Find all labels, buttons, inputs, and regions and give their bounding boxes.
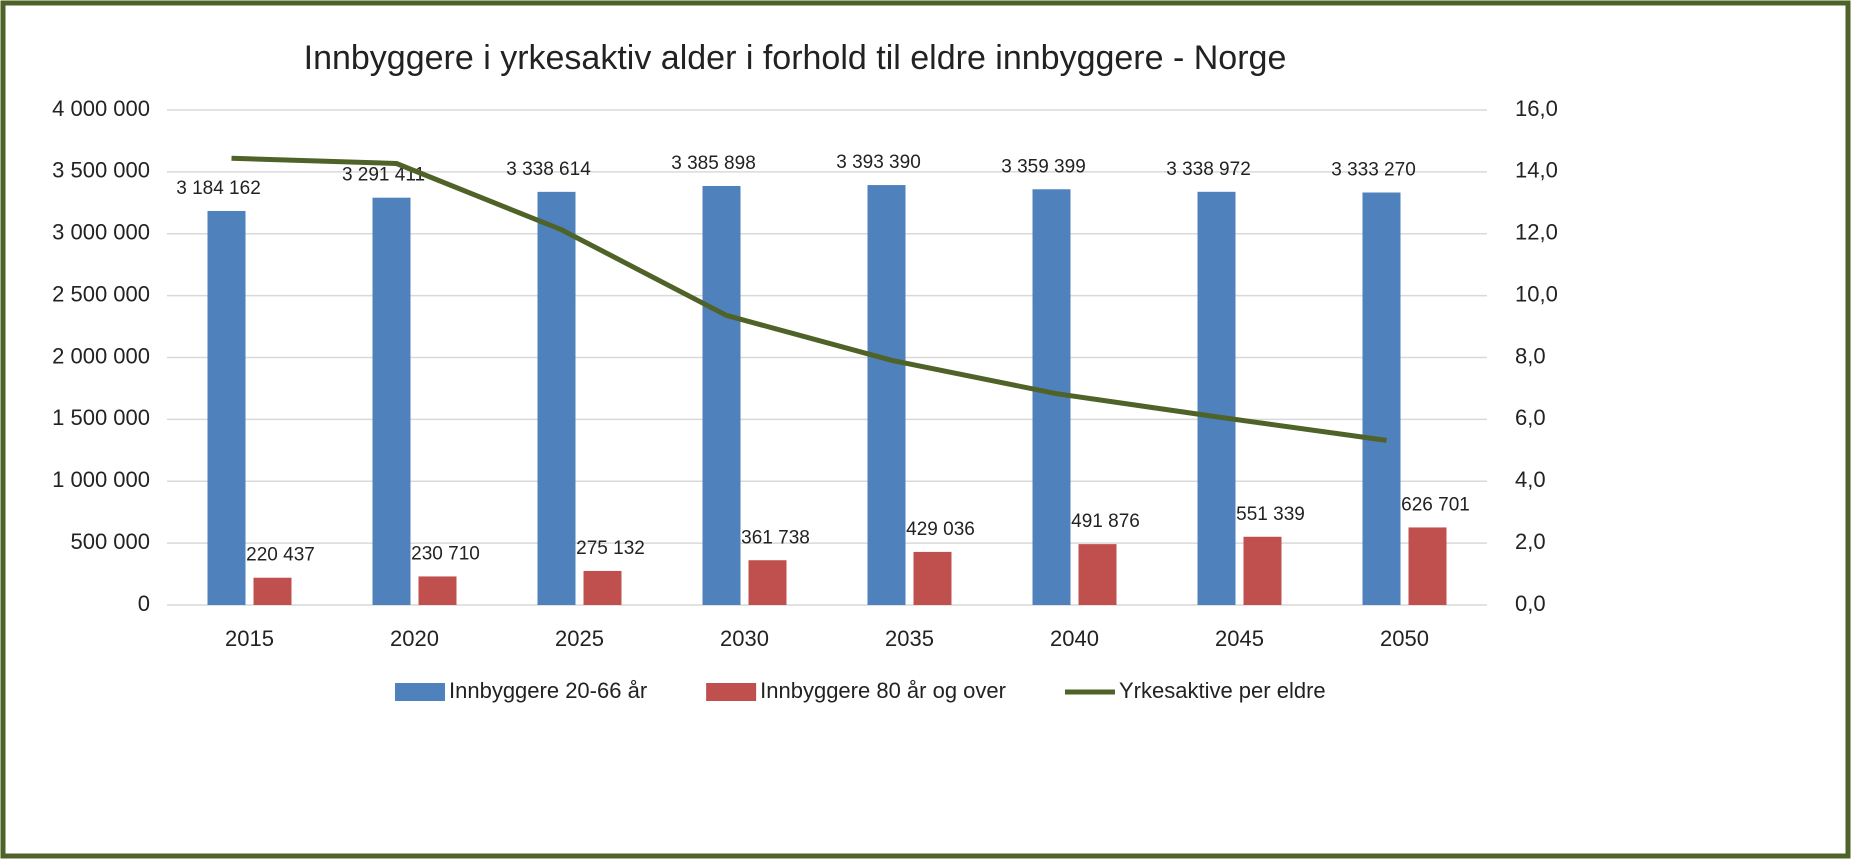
legend-label: Innbyggere 80 år og over	[760, 678, 1006, 703]
bar	[583, 570, 622, 605]
value-label: 3 338 972	[1166, 159, 1251, 180]
legend-swatch	[706, 683, 757, 701]
bar	[913, 551, 952, 605]
bar	[418, 576, 457, 605]
y2-tick-label: 10,0	[1515, 281, 1558, 306]
y-tick-label: 1 500 000	[52, 405, 150, 430]
bar	[1408, 527, 1447, 605]
y-tick-label: 500 000	[70, 529, 150, 554]
line	[231, 155, 1387, 443]
bar	[253, 577, 292, 605]
chart-title: Innbyggere i yrkesaktiv alder i forhold …	[304, 39, 1287, 77]
y2-tick-label: 4,0	[1515, 467, 1546, 492]
y2-tick-label: 8,0	[1515, 343, 1546, 368]
value-label: 626 701	[1401, 494, 1470, 515]
bar	[1243, 536, 1282, 605]
bar	[1362, 192, 1401, 605]
value-label: 3 393 390	[836, 152, 921, 173]
y2-tick-label: 0,0	[1515, 591, 1546, 616]
y-tick-label: 3 500 000	[52, 158, 150, 183]
bar	[702, 185, 741, 605]
x-tick-label: 2020	[390, 626, 439, 651]
y2-tick-label: 14,0	[1515, 158, 1558, 183]
value-label: 3 338 614	[506, 159, 591, 180]
legend-label: Yrkesaktive per eldre	[1119, 678, 1326, 703]
x-tick-label: 2030	[720, 626, 769, 651]
legend-label: Innbyggere 20-66 år	[449, 678, 647, 703]
x-tick-label: 2040	[1050, 626, 1099, 651]
y-tick-label: 2 000 000	[52, 343, 150, 368]
bar	[1078, 544, 1117, 605]
bar	[537, 191, 576, 606]
legend-swatch	[395, 683, 445, 701]
value-label: 3 333 270	[1331, 160, 1416, 181]
x-tick-label: 2045	[1215, 626, 1264, 651]
x-tick-label: 2050	[1380, 626, 1429, 651]
x-tick-label: 2025	[555, 626, 604, 651]
value-label: 230 710	[411, 543, 480, 564]
y-tick-label: 0	[138, 591, 150, 616]
value-label: 3 184 162	[176, 178, 261, 199]
bar	[372, 197, 411, 606]
value-label: 361 738	[741, 527, 810, 548]
value-label: 275 132	[576, 538, 645, 559]
value-label: 3 385 898	[671, 153, 756, 174]
value-label: 491 876	[1071, 511, 1140, 532]
bar	[1197, 191, 1236, 605]
y-tick-label: 1 000 000	[52, 467, 150, 492]
value-label: 3 291 411	[342, 165, 425, 186]
x-tick-label: 2035	[885, 626, 934, 651]
y2-tick-label: 16,0	[1515, 96, 1558, 121]
y-tick-label: 2 500 000	[52, 281, 150, 306]
x-tick-label: 2015	[225, 626, 274, 651]
value-label: 551 339	[1236, 504, 1305, 525]
bar	[867, 185, 906, 605]
y2-tick-label: 6,0	[1515, 405, 1546, 430]
bar	[207, 210, 246, 605]
y-tick-label: 3 000 000	[52, 220, 150, 245]
value-label: 220 437	[246, 545, 315, 566]
y2-tick-label: 12,0	[1515, 220, 1558, 245]
value-label: 429 036	[906, 519, 975, 540]
value-label: 3 359 399	[1001, 156, 1086, 177]
y2-tick-label: 2,0	[1515, 529, 1546, 554]
bar	[748, 560, 787, 605]
y-tick-label: 4 000 000	[52, 96, 150, 121]
